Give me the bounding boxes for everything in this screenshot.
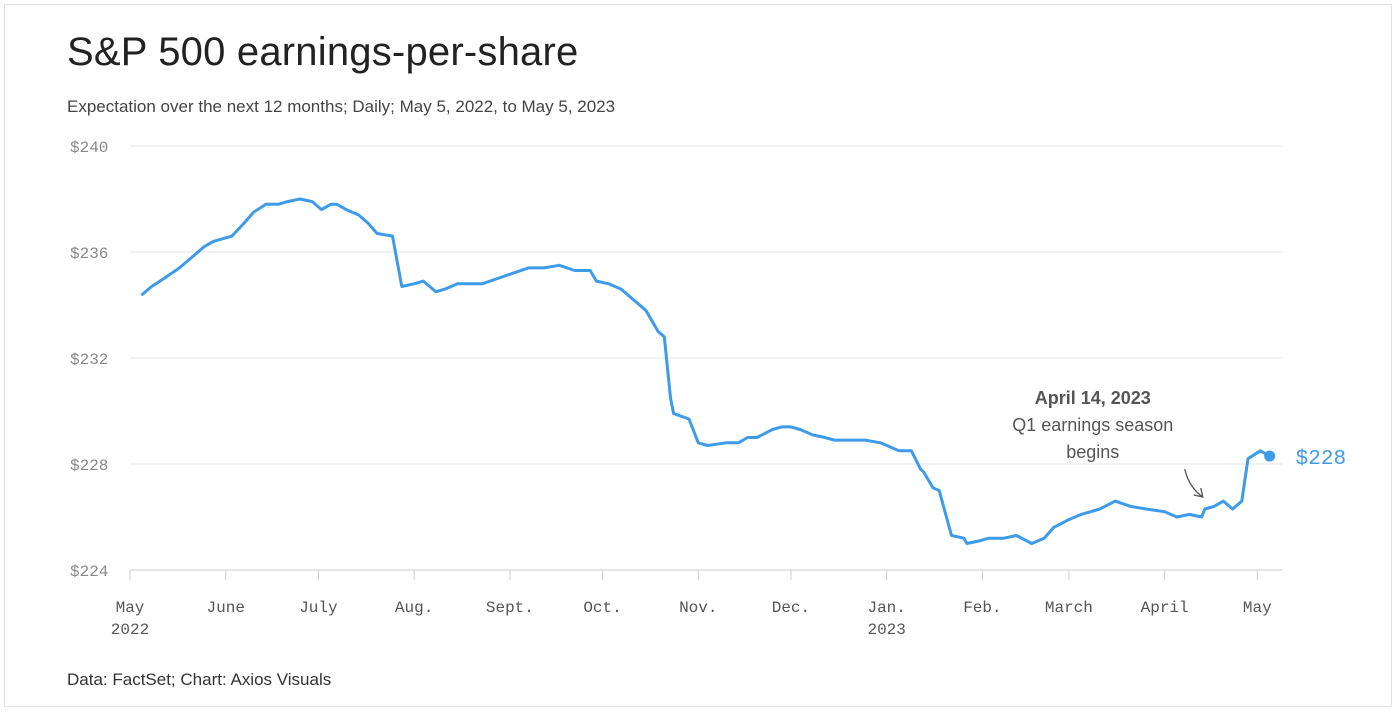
annotation-date: April 14, 2023	[1035, 388, 1151, 408]
eps-series-line	[140, 197, 1272, 545]
x-tick-label: April	[1141, 599, 1189, 617]
annotation-text: begins	[1066, 442, 1119, 462]
y-tick-label: $236	[70, 245, 108, 263]
x-tick-label: Feb.	[963, 599, 1001, 617]
x-tick-label: July	[299, 599, 338, 617]
annotation-text: Q1 earnings season	[1012, 415, 1173, 435]
x-tick-label: May	[116, 599, 145, 617]
end-point-marker	[1264, 450, 1276, 462]
annotation-arrow	[1184, 468, 1204, 498]
x-tick-label: Nov.	[679, 599, 717, 617]
chart-title: S&P 500 earnings-per-share	[67, 30, 579, 74]
annotation-arrowhead	[1193, 487, 1204, 498]
y-tick-label: $228	[70, 457, 108, 475]
source-note: Data: FactSet; Chart: Axios Visuals	[67, 670, 332, 689]
x-tick-label: Dec.	[772, 599, 810, 617]
y-tick-label: $232	[70, 351, 108, 369]
x-tick-year-label: 2022	[111, 621, 149, 639]
x-tick-label: Sept.	[486, 599, 534, 617]
x-tick-label: June	[207, 599, 245, 617]
chart-frame	[4, 4, 1392, 707]
y-tick-label: $240	[70, 139, 108, 157]
chart-subtitle: Expectation over the next 12 months; Dai…	[67, 97, 616, 116]
x-tick-year-label: 2023	[867, 621, 905, 639]
x-tick-label: May	[1243, 599, 1272, 617]
end-value-label: $228	[1296, 448, 1346, 471]
x-tick-label: Jan.	[867, 599, 905, 617]
x-tick-label: Oct.	[583, 599, 621, 617]
x-tick-label: March	[1045, 599, 1093, 617]
y-tick-label: $224	[70, 563, 108, 581]
x-tick-label: Aug.	[395, 599, 433, 617]
